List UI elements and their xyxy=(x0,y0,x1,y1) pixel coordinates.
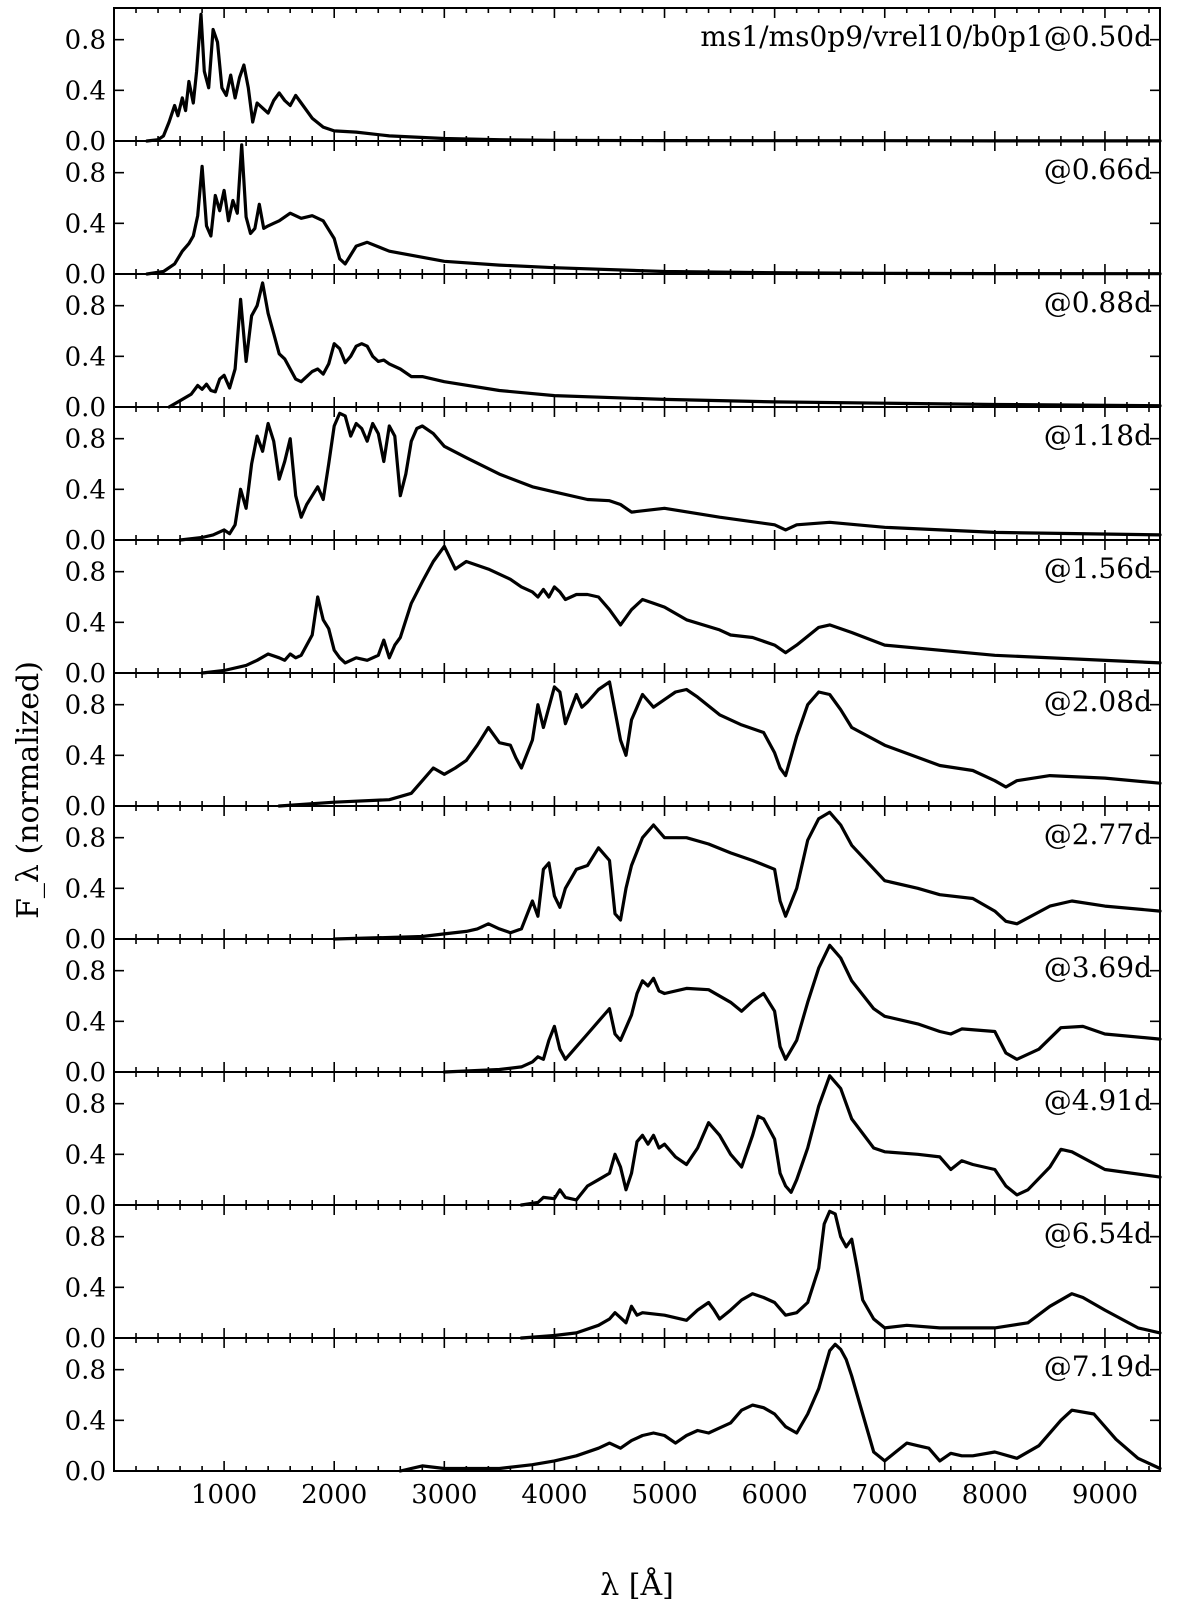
panels-group: 0.00.40.8 ms1/ms0p9/vrel10/b0p1@0.50d0.00… xyxy=(65,7,1162,1487)
x-tick-label: 6000 xyxy=(742,1480,808,1510)
panel-frame xyxy=(113,1337,1161,1472)
y-tick-label: 0.8 xyxy=(65,159,106,189)
panel-epoch-label: @1.56d xyxy=(1044,552,1152,585)
spectrum-series xyxy=(200,544,1162,675)
spectrum-panel: 0.0 0.4 0.8 @2.77d xyxy=(65,805,1162,955)
x-tick-labels: 1000 2000 3000 4000 5000 6000 7000 8000 9000 xyxy=(191,1480,1138,1510)
panel-frame xyxy=(113,1071,1161,1206)
y-tick-label: 0.4 xyxy=(65,76,106,106)
panel-epoch-label: @0.88d xyxy=(1044,286,1152,319)
y-tick-label: 0.8 xyxy=(65,292,106,322)
y-tick-label: 0.8 xyxy=(65,425,106,455)
spectrum-series xyxy=(277,680,1162,808)
y-tick-label: 0.8 xyxy=(65,957,106,987)
y-tick-label: 0.0 xyxy=(65,260,106,290)
y-tick-label: 0.0 xyxy=(65,925,106,955)
spectrum-series xyxy=(519,1074,1162,1207)
y-tick-label: 0.0 xyxy=(65,1457,106,1487)
spectrum-panel: 0.0 0.4 0.8 @3.69d xyxy=(65,938,1162,1088)
y-tick-label: 0.4 xyxy=(65,1140,106,1170)
spectrum-series xyxy=(145,143,1162,276)
y-tick-label: 0.0 xyxy=(65,526,106,556)
panel-epoch-label: @0.66d xyxy=(1044,153,1152,186)
y-tick-label: 0.4 xyxy=(65,342,106,372)
y-tick-label: 0.0 xyxy=(65,792,106,822)
panel-frame xyxy=(113,406,1161,541)
spectrum-series xyxy=(167,281,1162,409)
panel-frame xyxy=(113,140,1161,275)
y-tick-label: 0.8 xyxy=(65,1223,106,1253)
y-tick-label: 0.0 xyxy=(65,1191,106,1221)
y-axis-title: F_λ (normalized) xyxy=(11,661,46,919)
y-tick-label: 0.4 xyxy=(65,1007,106,1037)
spectrum-series xyxy=(145,12,1162,143)
y-tick-label: 0.0 xyxy=(65,1058,106,1088)
x-tick-label: 5000 xyxy=(631,1480,697,1510)
panel-epoch-label: @6.54d xyxy=(1044,1217,1152,1250)
spectrum-panel: 0.0 0.4 0.8 @0.88d xyxy=(65,273,1162,423)
spectrum-panel: 0.0 0.4 0.8 @6.54d xyxy=(65,1204,1162,1354)
y-tick-label: 0.4 xyxy=(65,475,106,505)
panel-frame xyxy=(113,938,1161,1073)
y-tick-label: 0.4 xyxy=(65,1406,106,1436)
panel-epoch-label: @7.19d xyxy=(1044,1350,1152,1383)
spectrum-series xyxy=(519,1209,1162,1340)
x-tick-label: 2000 xyxy=(301,1480,367,1510)
y-tick-label: 0.4 xyxy=(65,741,106,771)
x-axis-title: λ [Å] xyxy=(600,1567,674,1603)
y-tick-label: 0.0 xyxy=(65,393,106,423)
panel-epoch-label: ms1/ms0p9/vrel10/b0p1@0.50d xyxy=(700,20,1152,53)
spectrum-panel: 0.0 0.4 0.8 @2.08d xyxy=(65,672,1162,822)
y-tick-label: 0.8 xyxy=(65,558,106,588)
panel-epoch-label: @1.18d xyxy=(1044,419,1152,452)
panel-frame xyxy=(113,1204,1161,1339)
y-tick-label: 0.8 xyxy=(65,824,106,854)
y-tick-label: 0.4 xyxy=(65,608,106,638)
panel-frame xyxy=(113,273,1161,408)
y-tick-label: 0.8 xyxy=(65,1090,106,1120)
x-tick-label: 8000 xyxy=(962,1480,1028,1510)
spectrum-panel: 0.0 0.4 0.8 @1.56d xyxy=(65,539,1162,689)
x-tick-label: 3000 xyxy=(411,1480,477,1510)
y-tick-label: 0.0 xyxy=(65,659,106,689)
y-tick-label: 0.4 xyxy=(65,209,106,239)
x-tick-label: 7000 xyxy=(852,1480,918,1510)
spectrum-panel: 0.0 0.4 0.8 ms1/ms0p9/vrel10/b0p1@0.50d xyxy=(65,7,1162,157)
x-tick-label: 1000 xyxy=(191,1480,257,1510)
panel-epoch-label: @2.08d xyxy=(1044,685,1152,718)
x-tick-label: 4000 xyxy=(521,1480,587,1510)
spectrum-panel: 0.0 0.4 0.8 @7.19d xyxy=(65,1337,1162,1487)
spectrum-panel: 0.0 0.4 0.8 @4.91d xyxy=(65,1071,1162,1221)
y-tick-label: 0.0 xyxy=(65,1324,106,1354)
x-tick-label: 9000 xyxy=(1072,1480,1138,1510)
y-tick-label: 0.8 xyxy=(65,691,106,721)
spectrum-series xyxy=(332,810,1162,941)
y-tick-label: 0.4 xyxy=(65,874,106,904)
spectrum-panel: 0.0 0.4 0.8 @1.18d xyxy=(65,406,1162,556)
panel-epoch-label: @2.77d xyxy=(1044,818,1152,851)
spectrum-series xyxy=(178,411,1162,542)
spectrum-panel: 0.0 0.4 0.8 @0.66d xyxy=(65,140,1162,290)
spectrum-series xyxy=(398,1342,1162,1473)
panel-epoch-label: @4.91d xyxy=(1044,1084,1152,1117)
y-tick-label: 0.8 xyxy=(65,1356,106,1386)
panel-epoch-label: @3.69d xyxy=(1044,951,1152,984)
spectrum-series xyxy=(442,943,1162,1074)
y-tick-label: 0.0 xyxy=(65,127,106,157)
y-tick-label: 0.8 xyxy=(65,26,106,56)
y-tick-label: 0.4 xyxy=(65,1273,106,1303)
